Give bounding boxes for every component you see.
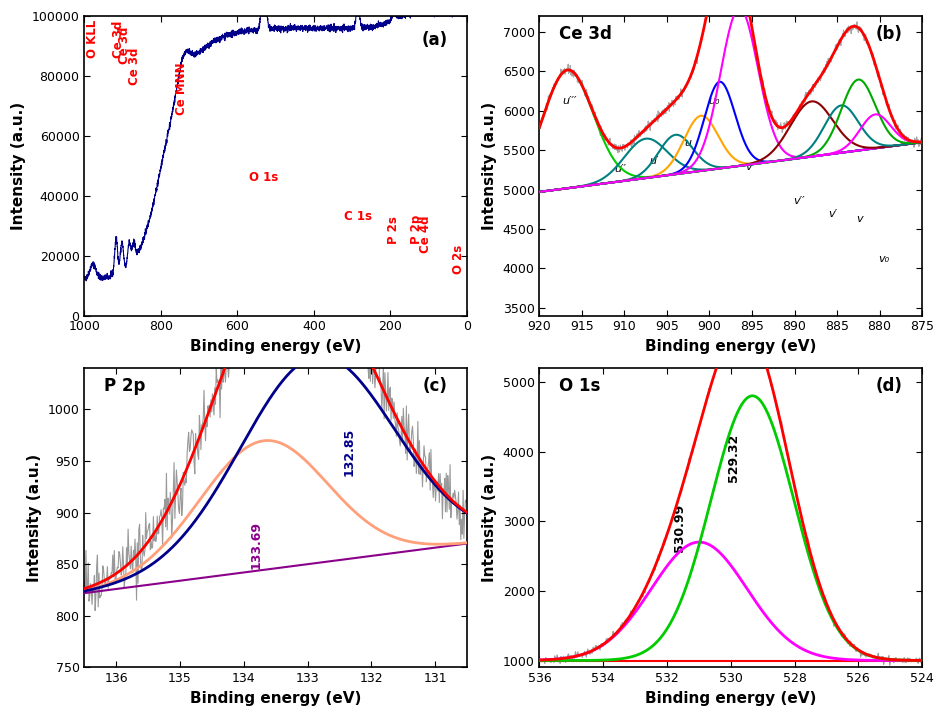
X-axis label: Binding energy (eV): Binding energy (eV)	[645, 339, 816, 354]
Text: Ce 3d: Ce 3d	[127, 47, 141, 85]
X-axis label: Binding energy (eV): Binding energy (eV)	[645, 691, 816, 706]
Text: u′: u′	[649, 156, 658, 166]
Text: 133.69: 133.69	[250, 521, 262, 569]
Y-axis label: Intensity (a.u.): Intensity (a.u.)	[27, 454, 42, 581]
Text: u′′: u′′	[614, 163, 626, 174]
Text: O 1s: O 1s	[558, 377, 599, 395]
Text: O 2s: O 2s	[451, 244, 464, 274]
Text: u′′′: u′′′	[562, 96, 576, 106]
X-axis label: Binding energy (eV): Binding energy (eV)	[190, 339, 361, 354]
Text: C 1s: C 1s	[344, 210, 372, 223]
Text: P 2p: P 2p	[104, 377, 144, 395]
Text: (a): (a)	[421, 31, 447, 49]
Text: v′: v′	[827, 209, 836, 219]
Y-axis label: Intensity (a.u.): Intensity (a.u.)	[11, 102, 26, 230]
Y-axis label: Intensity (a.u.): Intensity (a.u.)	[481, 454, 497, 581]
Text: (b): (b)	[875, 25, 902, 43]
Text: P 2p: P 2p	[409, 214, 422, 244]
Text: v: v	[856, 214, 863, 224]
Text: Ce MNN: Ce MNN	[176, 62, 188, 115]
Text: v′′: v′′	[792, 196, 803, 206]
Text: Ce 3d: Ce 3d	[118, 27, 131, 64]
X-axis label: Binding energy (eV): Binding energy (eV)	[190, 691, 361, 706]
Text: 529.32: 529.32	[727, 435, 740, 483]
Text: Ce 3d: Ce 3d	[112, 21, 126, 58]
Text: 530.99: 530.99	[672, 504, 685, 552]
Text: v₀: v₀	[877, 254, 888, 264]
Text: u₀: u₀	[707, 96, 718, 106]
Text: O KLL: O KLL	[86, 20, 99, 58]
Text: (c): (c)	[423, 377, 447, 395]
Text: u: u	[684, 138, 691, 148]
Text: v′′′′: v′′′′	[745, 162, 761, 172]
Text: O 1s: O 1s	[249, 171, 278, 184]
Text: P 2s: P 2s	[387, 216, 400, 244]
Text: Ce 3d: Ce 3d	[558, 25, 611, 43]
Text: Ce 4d: Ce 4d	[418, 215, 431, 252]
Text: 132.85: 132.85	[342, 428, 355, 476]
Y-axis label: Intensity (a.u.): Intensity (a.u.)	[481, 102, 497, 230]
Text: (d): (d)	[875, 377, 902, 395]
